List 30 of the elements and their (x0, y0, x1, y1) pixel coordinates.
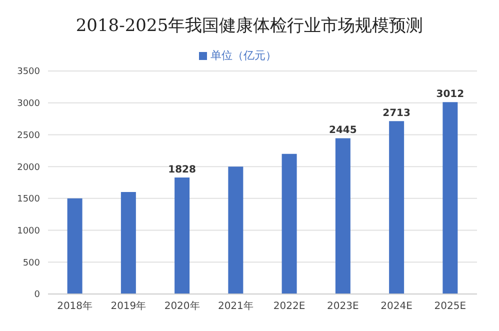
bar (442, 102, 458, 294)
y-tick-label: 2000 (17, 162, 40, 173)
legend-label: 单位（亿元） (210, 49, 276, 62)
x-tick-label: 2023E (327, 301, 359, 312)
bar (174, 178, 190, 294)
y-tick-label: 3000 (17, 99, 40, 110)
data-label: 2713 (382, 108, 411, 120)
data-label: 1828 (168, 164, 196, 176)
bar (120, 192, 136, 294)
bar (335, 138, 350, 294)
x-tick-label: 2024E (380, 301, 412, 312)
y-tick-label: 1500 (17, 194, 40, 205)
x-tick-label: 2021年 (218, 300, 254, 312)
x-tick-label: 2018年 (57, 300, 93, 312)
data-label: 3012 (436, 89, 464, 100)
bar (67, 198, 82, 294)
chart-title: 2018-2025年我国健康体检行业市场规模预测 (74, 15, 424, 38)
bar (282, 154, 297, 294)
x-tick-label: 2019年 (110, 300, 146, 312)
y-tick-label: 0 (34, 290, 40, 300)
x-tick-label: 2022E (273, 301, 306, 312)
data-label: 2445 (329, 125, 357, 136)
y-tick-label: 2500 (17, 130, 40, 141)
x-tick-label: 2025E (434, 301, 466, 312)
y-tick-label: 500 (22, 258, 40, 268)
bar (228, 166, 244, 294)
bar (389, 121, 404, 294)
y-tick-label: 1000 (17, 226, 40, 236)
y-tick-label: 3500 (17, 67, 40, 78)
x-tick-label: 2020年 (164, 300, 200, 312)
